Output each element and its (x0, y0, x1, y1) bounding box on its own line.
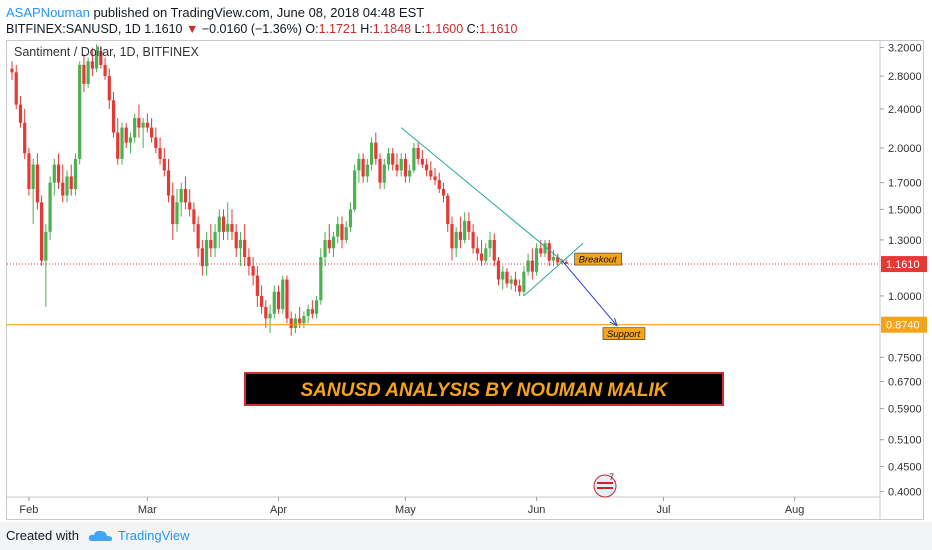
publication-header: ASAPNouman published on TradingView.com,… (0, 0, 932, 40)
close-value: 1.1610 (479, 22, 518, 36)
author-link[interactable]: ASAPNouman (6, 5, 90, 20)
high-value: 1.1848 (372, 22, 412, 36)
down-arrow-icon: ▼ (185, 22, 199, 36)
chart-frame (6, 40, 924, 520)
open-label: O: (305, 22, 319, 36)
tradingview-cloud-icon (88, 530, 113, 541)
publisher-line: ASAPNouman published on TradingView.com,… (6, 5, 424, 20)
symbol-line: BITFINEX:SANUSD, 1D 1.1610 ▼ −0.0160 (−1… (6, 22, 517, 36)
low-label: L: (414, 22, 425, 36)
last-price: 1.1610 (144, 22, 183, 36)
price-change: −0.0160 (−1.36%) (201, 22, 302, 36)
created-with-text: Created with (6, 528, 79, 543)
footer: Created with TradingView (0, 522, 932, 550)
high-label: H: (360, 22, 373, 36)
low-value: 1.1600 (424, 22, 464, 36)
symbol-label: BITFINEX:SANUSD, 1D (6, 22, 141, 36)
open-value: 1.1721 (318, 22, 357, 36)
close-label: C: (466, 22, 480, 36)
tradingview-brand-link[interactable]: TradingView (118, 528, 190, 543)
published-text: published on TradingView.com, June 08, 2… (93, 5, 425, 20)
